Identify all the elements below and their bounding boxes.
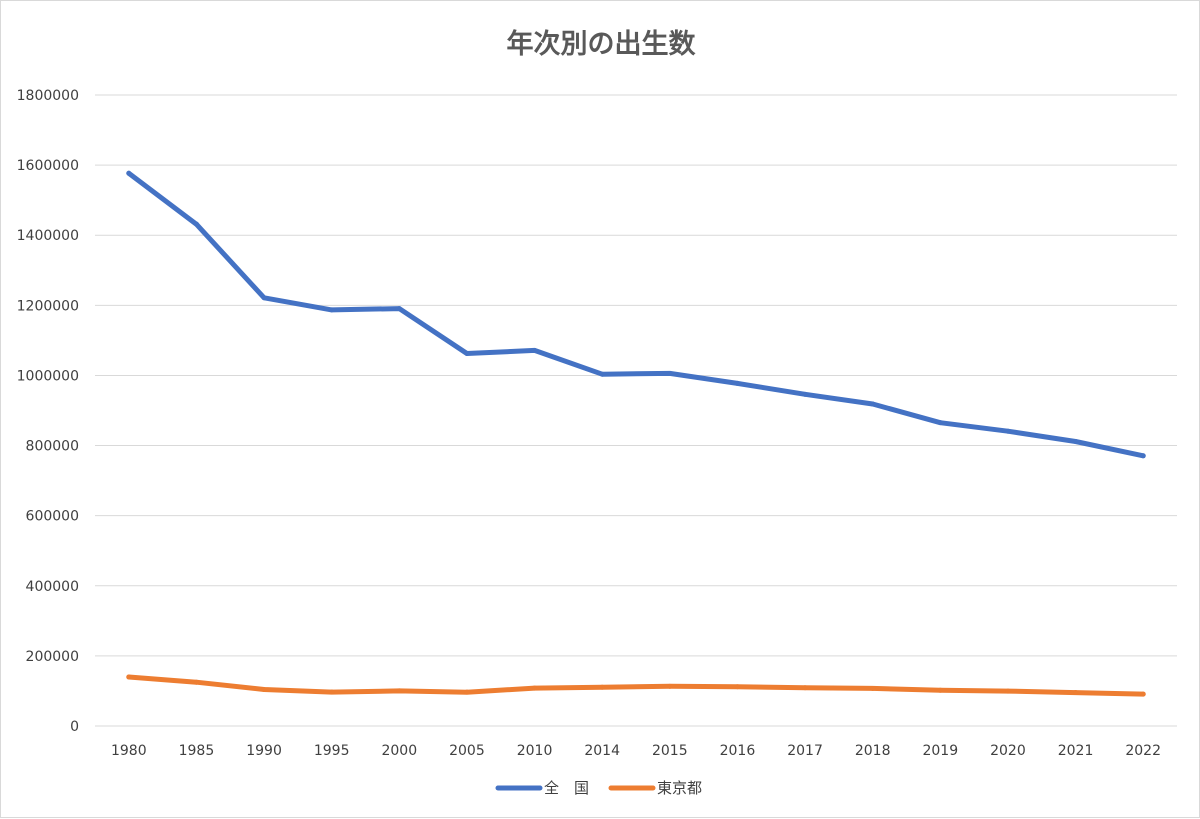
x-tick-label: 2010: [517, 743, 553, 759]
data-point: [1073, 438, 1079, 444]
y-tick-label: 1000000: [17, 368, 79, 384]
data-point: [802, 685, 808, 691]
data-point: [396, 688, 402, 694]
y-tick-label: 600000: [26, 509, 79, 525]
data-point: [1140, 453, 1146, 459]
legend-item-1: 東京都: [608, 779, 702, 797]
data-point: [667, 370, 673, 376]
data-point: [599, 371, 605, 377]
gridlines: [95, 94, 1177, 727]
data-point: [802, 391, 808, 397]
x-tick-label: 2005: [449, 743, 485, 759]
legend-label: 全 国: [544, 779, 589, 797]
x-tick-label: 2018: [855, 743, 891, 759]
series-line-0: [126, 170, 1146, 459]
data-point: [532, 347, 538, 353]
y-tick-label: 1200000: [17, 298, 79, 314]
data-point: [464, 689, 470, 695]
y-tick-label: 200000: [26, 649, 79, 665]
data-point: [126, 170, 132, 176]
y-axis-labels: 0 200000 400000 600000 800000 1000000 1200000 1…: [17, 88, 79, 735]
data-point: [1005, 428, 1011, 434]
x-tick-label: 1990: [246, 743, 282, 759]
x-axis-labels: 1980 1985 1990 1995 2000 2005 2010 2014 2015 2016…: [111, 743, 1161, 759]
x-tick-label: 2015: [652, 743, 688, 759]
data-point: [667, 683, 673, 689]
data-point: [261, 687, 267, 693]
data-point: [937, 687, 943, 693]
x-tick-label: 2022: [1125, 743, 1161, 759]
data-point: [734, 380, 740, 386]
data-point: [870, 685, 876, 691]
series-lines: [126, 170, 1146, 697]
data-point: [464, 351, 470, 357]
x-tick-label: 1980: [111, 743, 147, 759]
data-point: [532, 685, 538, 691]
chart-title: 年次別の出生数: [507, 28, 697, 60]
data-point: [126, 674, 132, 680]
y-tick-label: 1800000: [17, 88, 79, 104]
legend: 全 国 東京都: [495, 779, 702, 797]
data-point: [396, 306, 402, 312]
x-tick-label: 1985: [179, 743, 215, 759]
legend-item-0: 全 国: [495, 779, 589, 797]
x-tick-label: 2021: [1058, 743, 1094, 759]
series-line-1: [126, 674, 1146, 697]
y-tick-label: 400000: [26, 579, 79, 595]
data-point: [1073, 690, 1079, 696]
data-point: [937, 420, 943, 426]
y-tick-label: 0: [70, 719, 79, 735]
y-tick-label: 1600000: [17, 158, 79, 174]
x-tick-label: 2019: [922, 743, 958, 759]
x-tick-label: 2020: [990, 743, 1026, 759]
data-point: [1140, 691, 1146, 697]
data-point: [193, 679, 199, 685]
x-tick-label: 2000: [381, 743, 417, 759]
data-point: [870, 401, 876, 407]
data-point: [734, 684, 740, 690]
data-point: [329, 689, 335, 695]
data-point: [329, 307, 335, 313]
x-tick-label: 2016: [720, 743, 756, 759]
x-tick-label: 2017: [787, 743, 823, 759]
y-tick-label: 800000: [26, 439, 79, 455]
data-point: [1005, 688, 1011, 694]
x-tick-label: 2014: [584, 743, 620, 759]
legend-label: 東京都: [657, 779, 702, 797]
x-tick-label: 1995: [314, 743, 350, 759]
y-tick-label: 1400000: [17, 228, 79, 244]
data-point: [193, 221, 199, 227]
data-point: [599, 684, 605, 690]
data-point: [261, 295, 267, 301]
